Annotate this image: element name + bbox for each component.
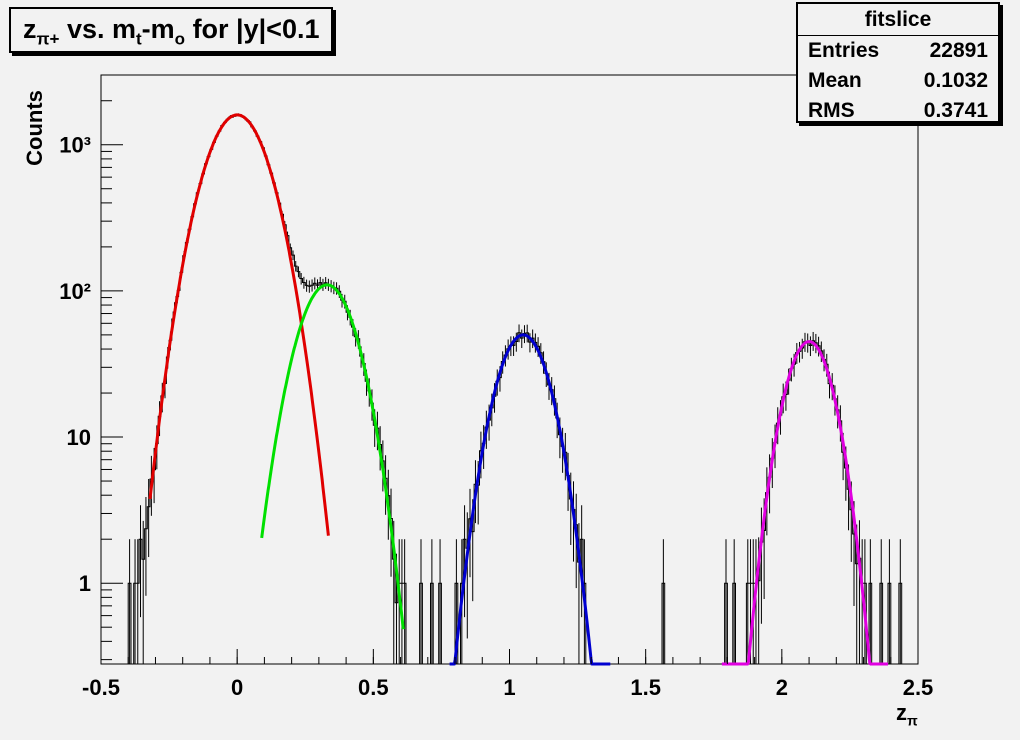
x-tick-label: 0 <box>231 675 243 700</box>
chart-title: zπ+ vs. mt-mo for |y|<0.1 <box>9 7 334 53</box>
stats-title: fitslice <box>798 4 998 36</box>
x-tick-label: 0.5 <box>358 675 389 700</box>
stats-label: RMS <box>808 99 855 122</box>
x-tick-label: -0.5 <box>82 675 120 700</box>
stats-row-mean: Mean 0.1032 <box>798 66 998 96</box>
y-tick-label: 1 <box>79 571 91 596</box>
fit-curve-1 <box>148 113 330 536</box>
y-tick-label: 10 <box>67 425 91 450</box>
stats-label: Entries <box>808 39 880 62</box>
x-tick-label: 2 <box>776 675 788 700</box>
stats-value: 0.1032 <box>923 69 988 92</box>
stats-row-entries: Entries 22891 <box>798 36 998 66</box>
x-tick-label: 2.5 <box>903 675 934 700</box>
x-tick-label: 1.5 <box>630 675 661 700</box>
stats-label: Mean <box>808 69 862 92</box>
y-tick-label: 10³ <box>59 133 91 158</box>
x-tick-label: 1 <box>503 675 515 700</box>
stats-value: 22891 <box>929 39 988 62</box>
plot-frame <box>100 74 919 665</box>
fit-curve-4 <box>721 340 889 666</box>
y-tick-label: 10² <box>59 279 91 304</box>
stats-row-rms: RMS 0.3741 <box>798 96 998 126</box>
x-axis-label: zπ <box>896 700 918 729</box>
stats-box: fitslice Entries 22891 Mean 0.1032 RMS 0… <box>796 2 1000 123</box>
fit-curve-3 <box>448 333 611 666</box>
fit-curve-2 <box>260 283 405 630</box>
stats-value: 0.3741 <box>923 99 988 122</box>
y-axis-label: Counts <box>22 90 47 166</box>
